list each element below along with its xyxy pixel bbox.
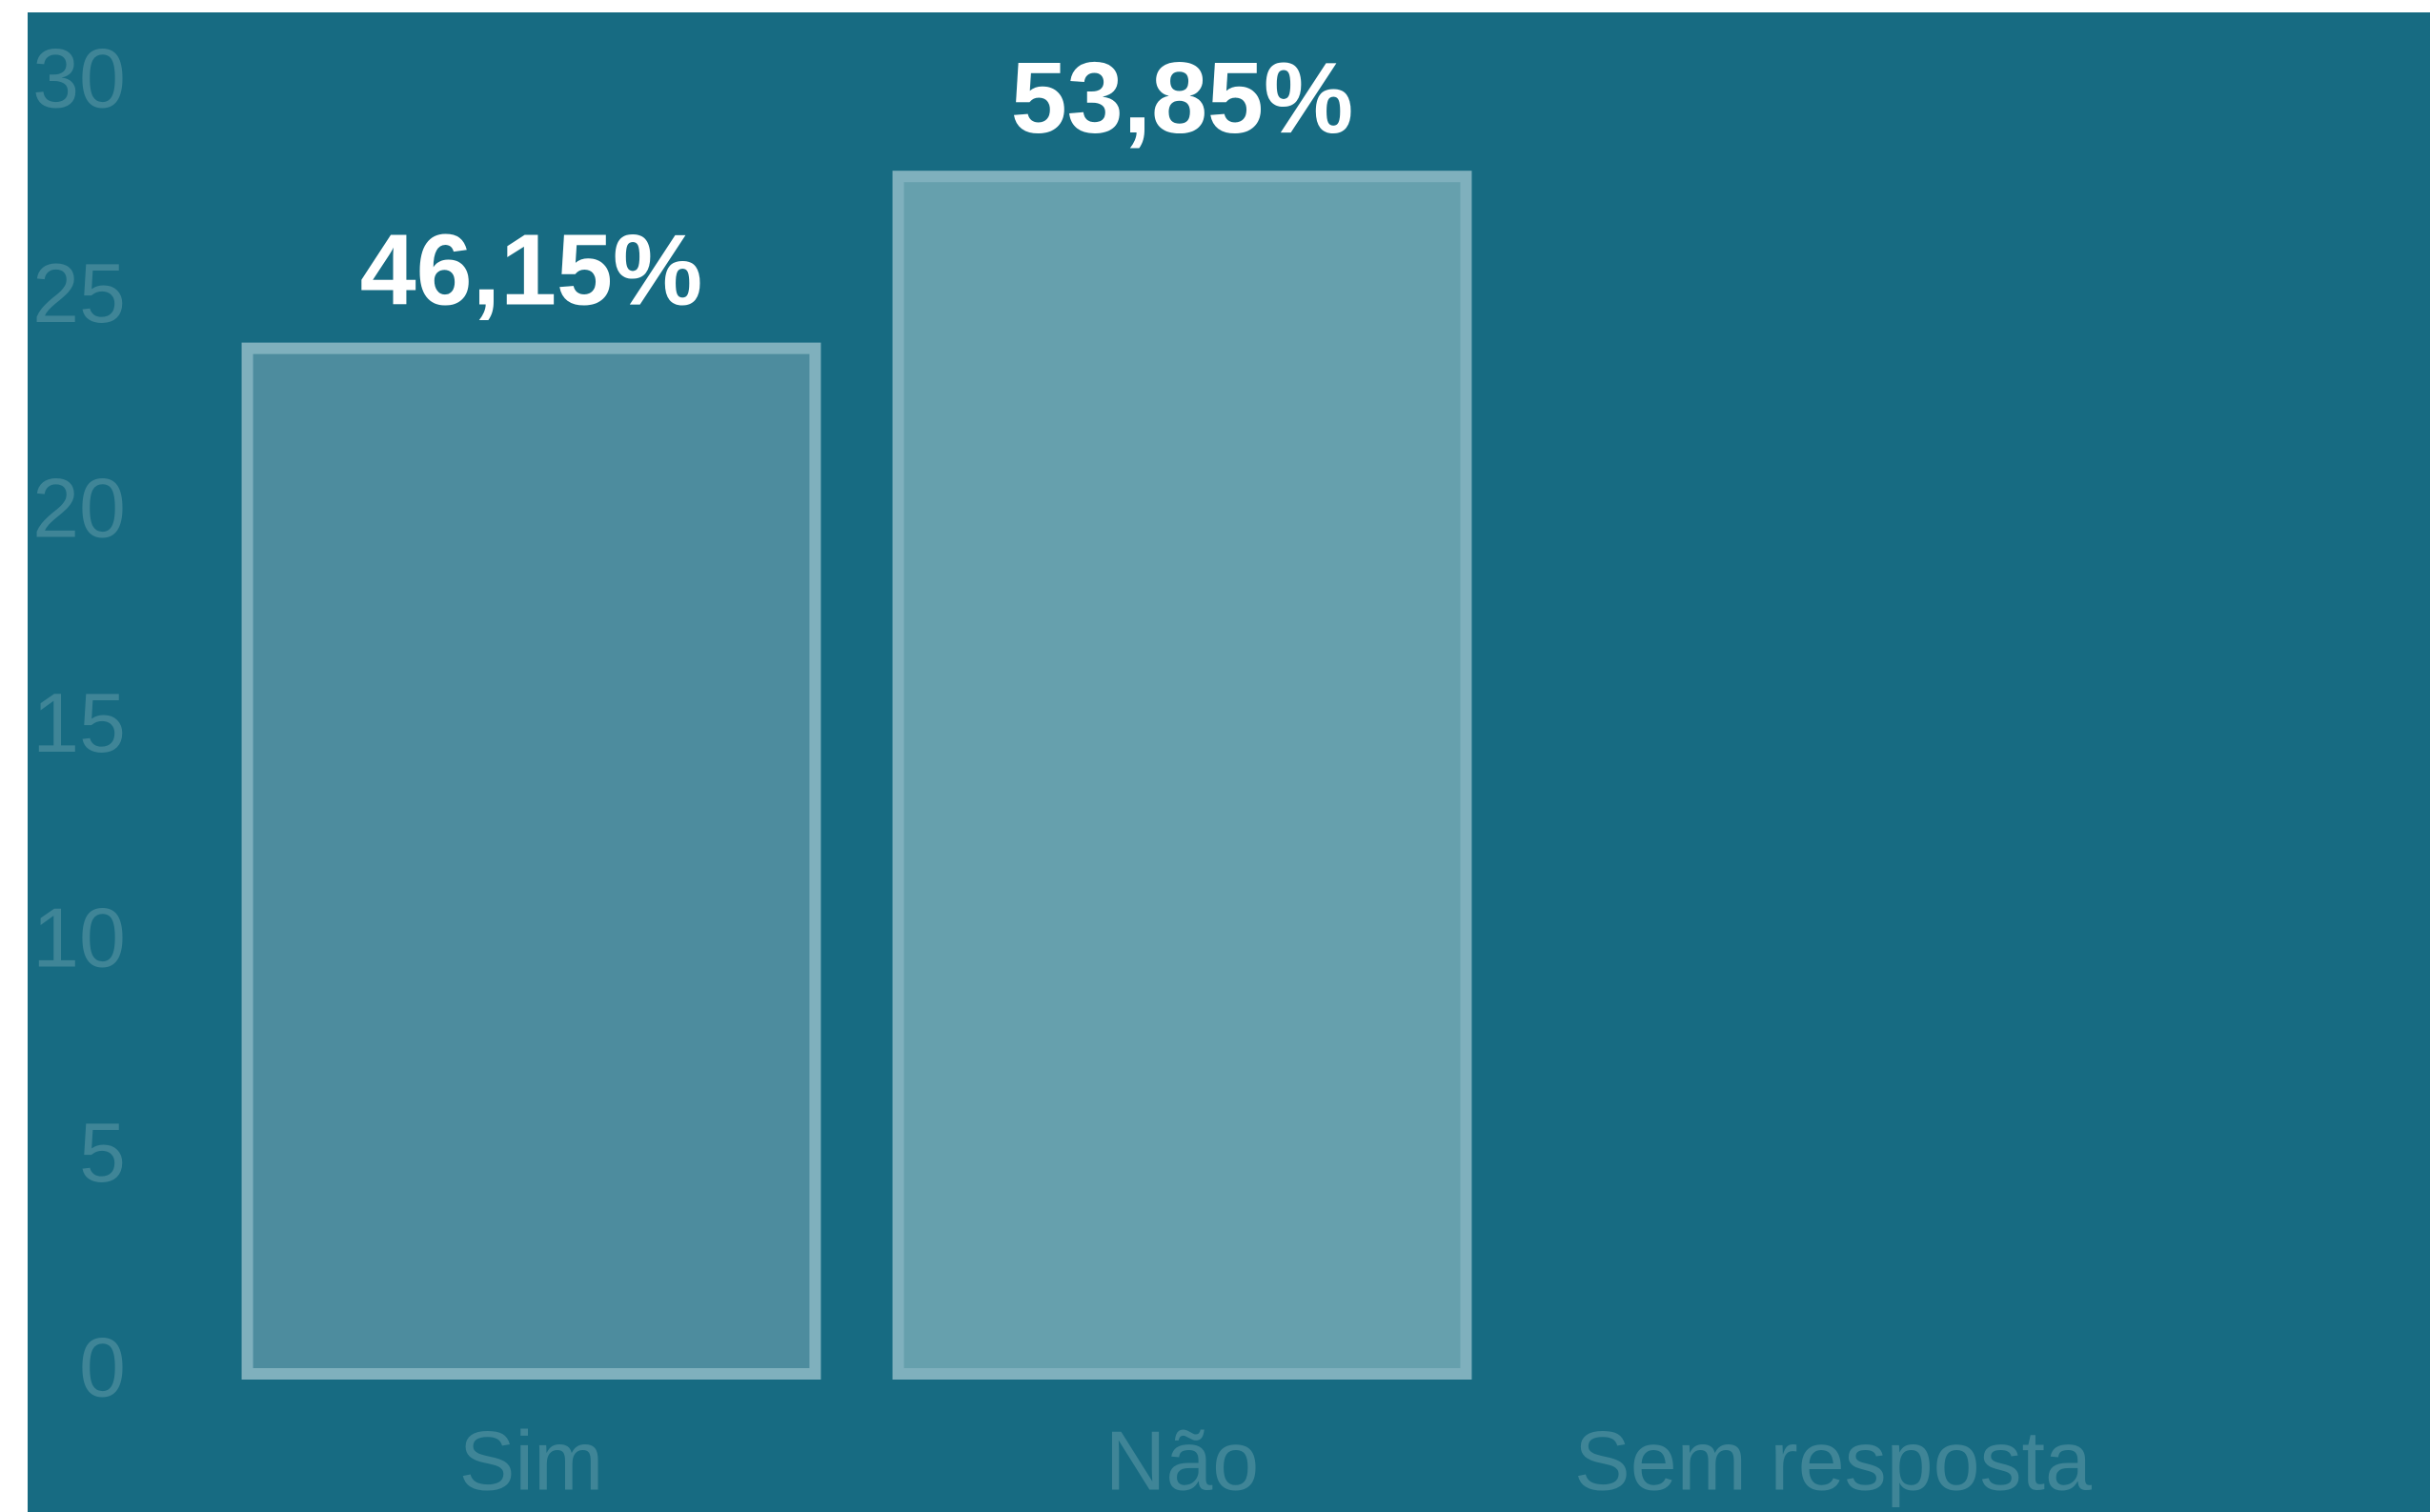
bar: [241, 342, 821, 1381]
y-tick-label: 25: [32, 246, 126, 340]
y-tick-label: 20: [32, 460, 126, 554]
bar: [892, 171, 1472, 1381]
x-tick-label: Sim: [459, 1413, 604, 1507]
x-tick-label: Sem resposta: [1574, 1413, 2092, 1507]
y-tick-label: 0: [79, 1320, 126, 1414]
x-tick-label: Não: [1105, 1413, 1259, 1507]
value-label: 53,85%: [1011, 42, 1354, 154]
y-tick-label: 15: [32, 675, 126, 770]
y-tick-label: 5: [79, 1105, 126, 1200]
y-tick-label: 30: [32, 30, 126, 125]
y-tick-label: 10: [32, 890, 126, 984]
value-label: 46,15%: [360, 214, 703, 327]
